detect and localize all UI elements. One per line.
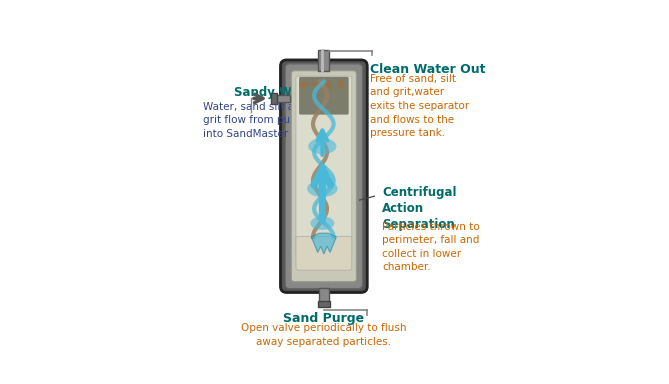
Text: Particles thrown to
perimeter, fall and
collect in lower
chamber.: Particles thrown to perimeter, fall and … — [382, 222, 480, 272]
Bar — [274, 94, 290, 102]
Text: Free of sand, silt
and grit,water
exits the separator
and flows to the
pressure : Free of sand, silt and grit,water exits … — [371, 74, 470, 138]
Bar — [319, 288, 328, 304]
Bar — [318, 301, 330, 307]
Ellipse shape — [338, 80, 344, 89]
Bar — [318, 50, 329, 71]
Text: Centrifugal
Action
Separation: Centrifugal Action Separation — [382, 186, 456, 231]
Ellipse shape — [299, 81, 308, 88]
Ellipse shape — [325, 80, 332, 89]
Ellipse shape — [307, 180, 338, 197]
Text: Sand Purge: Sand Purge — [283, 312, 365, 325]
Text: Clean Water Out: Clean Water Out — [371, 63, 486, 76]
FancyBboxPatch shape — [285, 64, 363, 289]
Text: Open valve periodically to flush
away separated particles.: Open valve periodically to flush away se… — [241, 323, 407, 347]
Polygon shape — [312, 233, 337, 254]
Text: Water, sand silt and
grit flow from pump
into SandMaster Plus.: Water, sand silt and grit flow from pump… — [203, 101, 316, 139]
FancyBboxPatch shape — [280, 60, 367, 293]
Bar — [271, 93, 278, 104]
Ellipse shape — [310, 217, 334, 230]
FancyBboxPatch shape — [299, 77, 349, 114]
Text: Sandy Water In: Sandy Water In — [234, 86, 336, 99]
FancyBboxPatch shape — [291, 71, 357, 282]
Ellipse shape — [312, 81, 320, 88]
FancyBboxPatch shape — [296, 76, 352, 255]
FancyBboxPatch shape — [296, 236, 352, 270]
Ellipse shape — [308, 138, 337, 154]
